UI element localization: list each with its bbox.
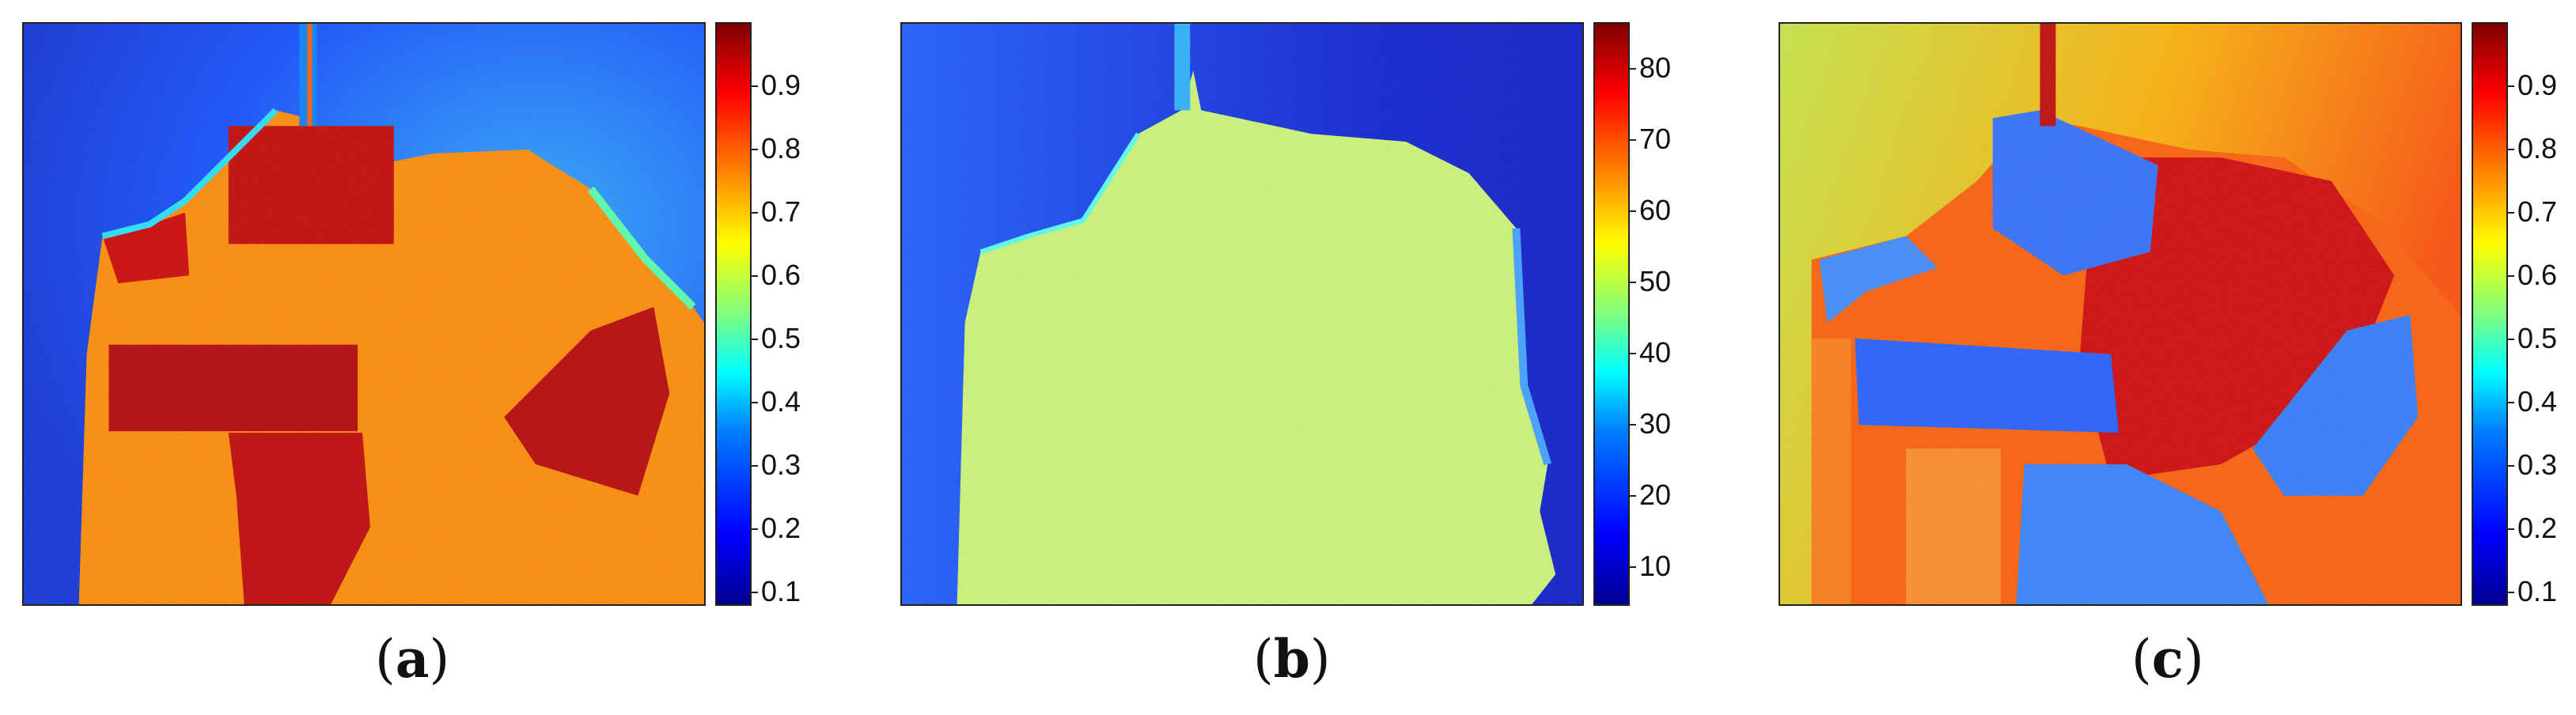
heatmap-image-a [22,22,706,606]
colorbar-ticks-a: 0.9 0.8 0.7 0.6 0.5 0.4 0.3 0.2 0.1 [751,22,856,607]
caption-b: (b) [1253,633,1331,686]
colorbar-tick: 80 [1629,51,1672,84]
heatmap-image-c [1779,22,2462,606]
colorbar-tick: 60 [1629,194,1672,226]
colorbar-tick: 0.1 [751,575,801,607]
colorbar-tick: 0.2 [751,512,801,544]
caption-close: ) [1309,629,1331,690]
caption-open: ( [1253,629,1274,690]
colorbar-tick: 40 [1629,336,1672,369]
colorbar-tick: 0.6 [2507,259,2558,291]
colorbar-tick: 50 [1629,265,1672,297]
colorbar-tick: 30 [1629,407,1672,440]
colorbar-c [2472,22,2508,606]
caption-open: ( [375,629,396,690]
caption-close: ) [2183,629,2204,690]
colorbar-tick: 0.3 [751,448,801,481]
colorbar-tick: 0.1 [2507,575,2558,607]
colorbar-tick: 0.8 [2507,132,2558,165]
heatmap-c [1780,24,2460,604]
heatmap-image-b [900,22,1584,606]
panel-c: 0.9 0.8 0.7 0.6 0.5 0.4 0.3 0.2 0.1 (c) [1756,0,2576,715]
colorbar-ticks-c: 0.9 0.8 0.7 0.6 0.5 0.4 0.3 0.2 0.1 [2507,22,2576,607]
heatmap-b [902,24,1582,604]
colorbar-ticks-b: 80 70 60 50 40 30 20 10 [1629,22,1734,606]
colorbar-tick: 10 [1629,550,1672,582]
colorbar-a [715,22,752,606]
colorbar-tick: 70 [1629,123,1672,155]
caption-c: (c) [2131,633,2204,686]
caption-close: ) [429,629,450,690]
caption-open: ( [2131,629,2152,690]
colorbar-tick: 0.2 [2507,512,2558,544]
colorbar-tick: 0.7 [2507,195,2558,228]
caption-letter: b [1273,628,1310,690]
colorbar-tick: 0.5 [2507,322,2558,354]
caption-a: (a) [375,633,449,686]
colorbar-tick: 0.7 [751,195,801,228]
colorbar-tick: 0.3 [2507,448,2558,481]
panel-b: 80 70 60 50 40 30 20 10 (b) [878,0,1733,715]
colorbar-tick: 0.9 [2507,69,2558,101]
caption-letter: c [2151,628,2184,690]
colorbar-tick: 0.4 [751,385,801,418]
colorbar-tick: 0.9 [751,69,801,101]
colorbar-tick: 0.5 [751,322,801,354]
colorbar-tick: 0.4 [2507,385,2558,418]
caption-letter: a [395,628,430,690]
colorbar-tick: 0.6 [751,259,801,291]
colorbar-tick: 0.8 [751,132,801,165]
colorbar-tick: 20 [1629,479,1672,511]
heatmap-a [24,24,704,604]
colorbar-b [1593,22,1630,606]
panel-a: 0.9 0.8 0.7 0.6 0.5 0.4 0.3 0.2 0.1 (a) [0,0,854,715]
